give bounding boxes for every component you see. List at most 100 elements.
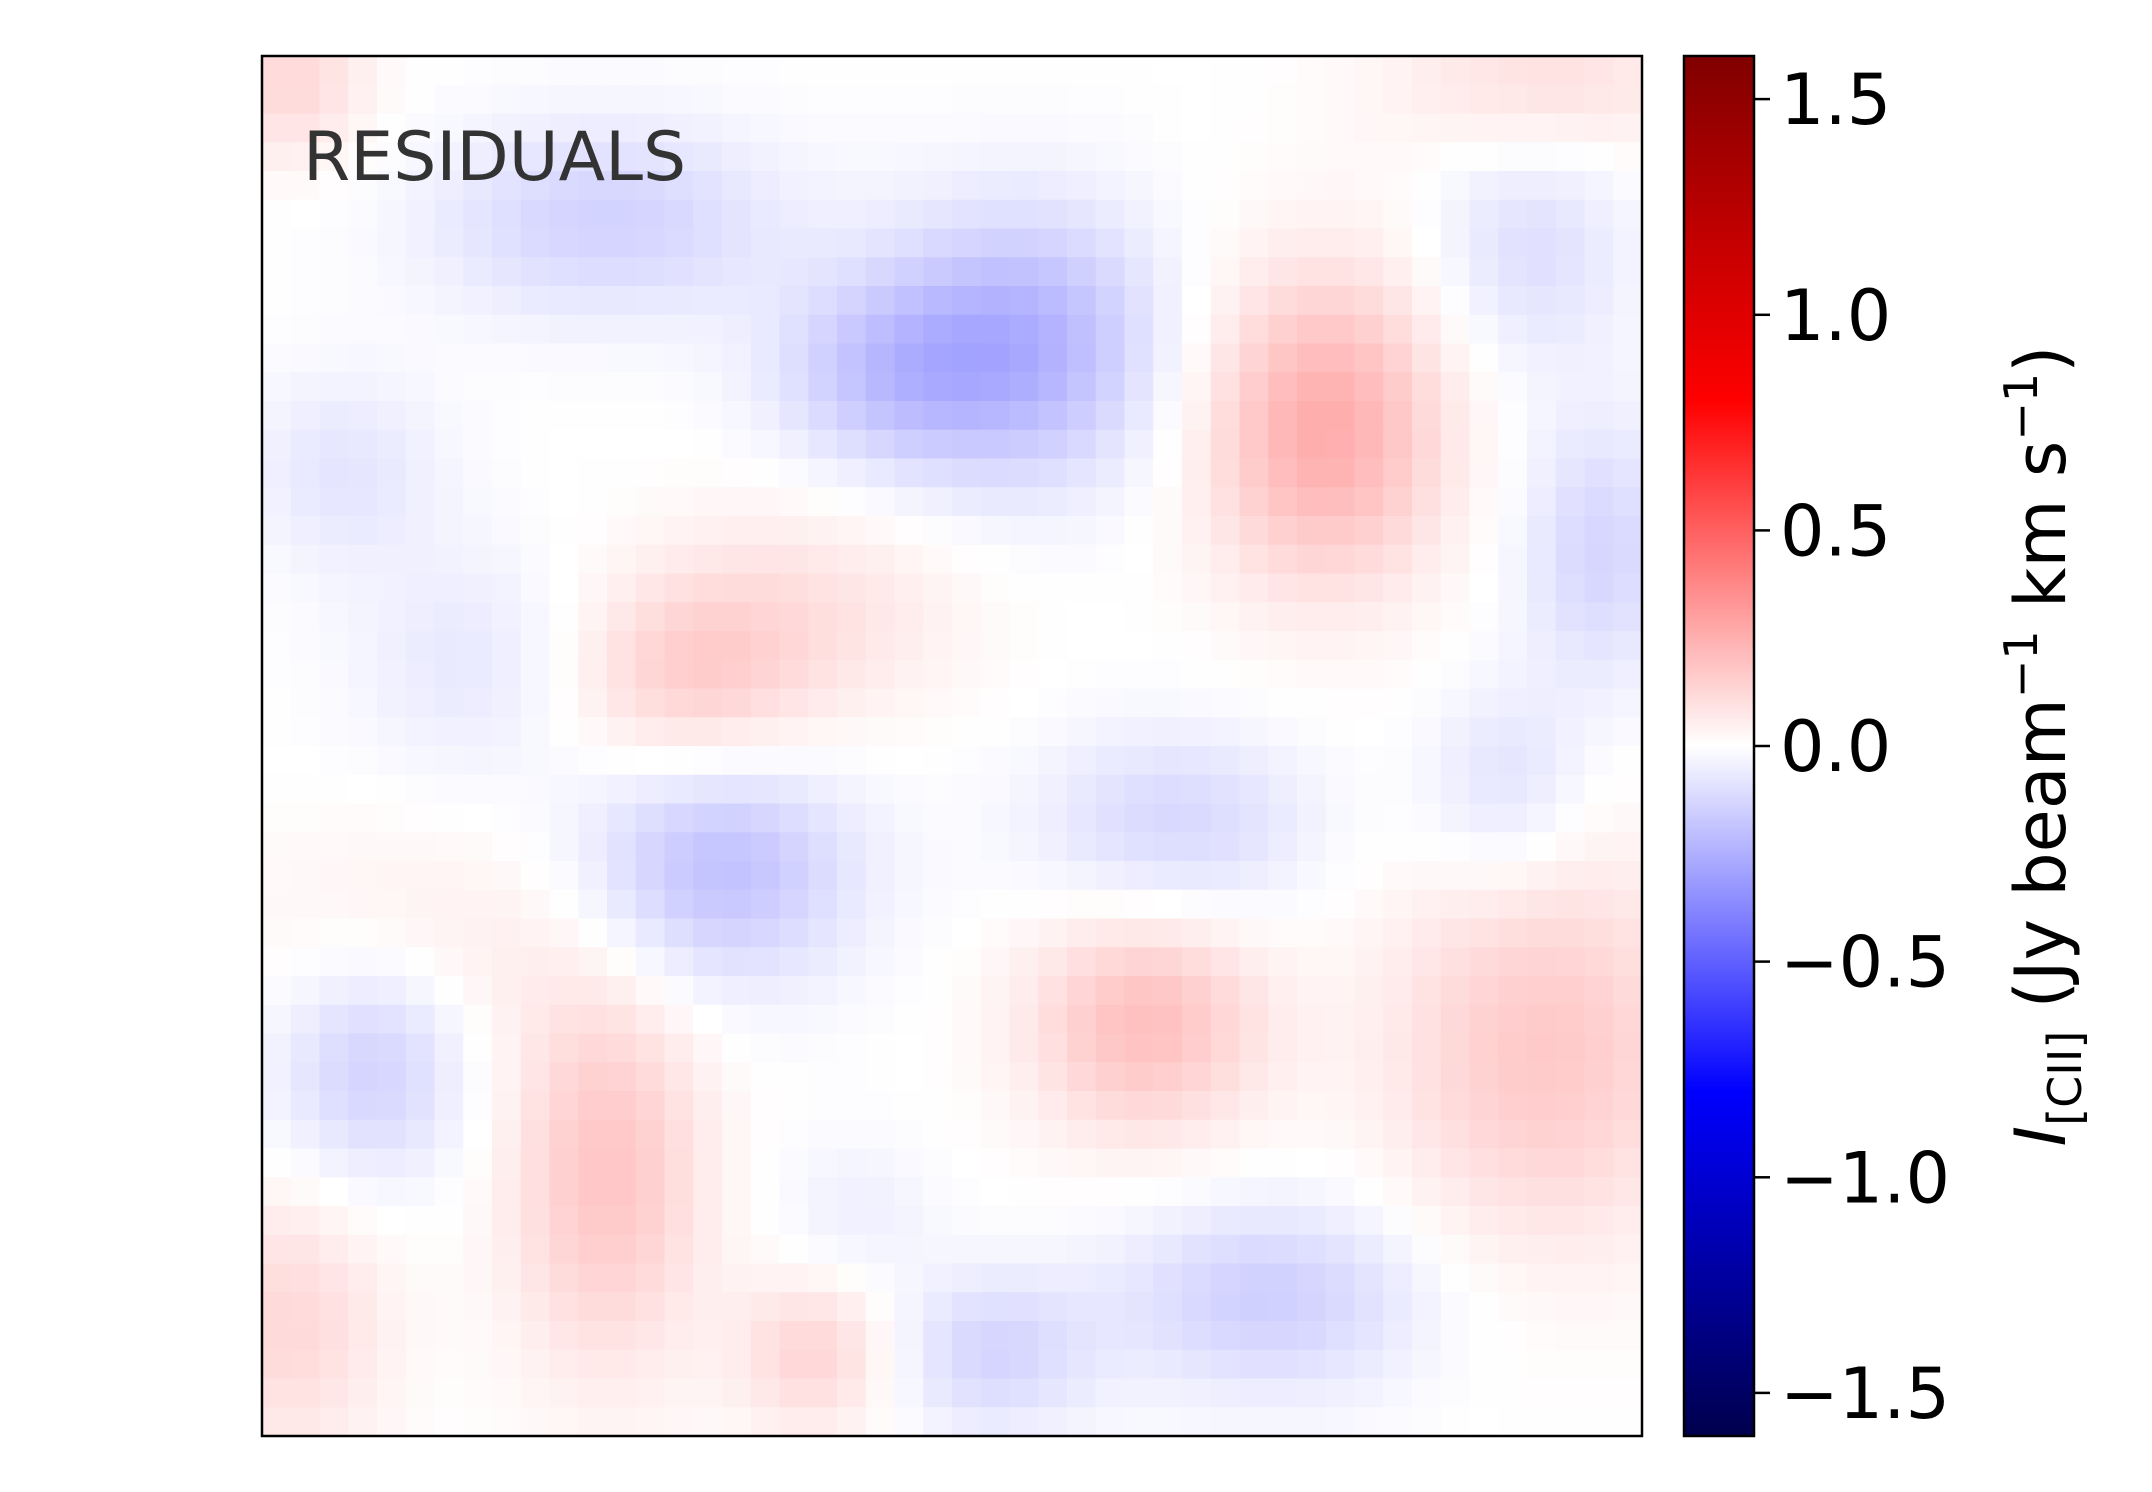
heatmap-cell xyxy=(377,199,407,230)
heatmap-cell xyxy=(578,487,608,517)
heatmap-cell xyxy=(664,1062,694,1092)
heatmap-cell xyxy=(578,803,608,833)
heatmap-cell xyxy=(1383,602,1413,632)
heatmap-cell xyxy=(1239,631,1269,661)
heatmap-cell xyxy=(607,688,637,718)
heatmap-cell xyxy=(980,113,1011,143)
heatmap-cell xyxy=(1038,889,1068,920)
heatmap-cell xyxy=(664,171,694,201)
heatmap-cell xyxy=(1182,171,1212,201)
heatmap-cell xyxy=(1009,199,1039,230)
heatmap-cell xyxy=(1440,171,1471,201)
heatmap-cell xyxy=(1009,1321,1039,1351)
heatmap-cell xyxy=(1527,889,1557,920)
heatmap-cell xyxy=(952,1148,982,1178)
heatmap-cell xyxy=(520,429,551,460)
heatmap-cell xyxy=(923,947,953,977)
heatmap-cell xyxy=(722,1033,752,1063)
heatmap-cell xyxy=(635,1004,666,1035)
heatmap-cell xyxy=(1182,1292,1212,1322)
heatmap-cell xyxy=(923,228,953,258)
heatmap-cell xyxy=(750,918,781,948)
heatmap-cell xyxy=(693,1378,723,1408)
heatmap-cell xyxy=(1124,401,1154,431)
heatmap-cell xyxy=(607,228,637,258)
heatmap-cell xyxy=(290,1148,321,1178)
heatmap-cell xyxy=(319,688,349,718)
heatmap-cell xyxy=(434,746,464,776)
heatmap-cell xyxy=(1498,487,1528,517)
heatmap-cell xyxy=(1555,918,1586,948)
heatmap-cell xyxy=(1239,113,1269,143)
heatmap-cell xyxy=(1498,659,1528,690)
heatmap-cell xyxy=(492,1004,522,1035)
heatmap-cell xyxy=(1095,199,1126,230)
heatmap-cell xyxy=(1325,947,1356,977)
heatmap-cell xyxy=(549,1177,579,1207)
heatmap-cell xyxy=(865,257,896,287)
heatmap-cell xyxy=(1153,487,1183,517)
heatmap-cell xyxy=(1469,1378,1499,1408)
heatmap-cell xyxy=(1527,113,1557,143)
heatmap-cell xyxy=(980,372,1011,402)
heatmap-cell xyxy=(1498,84,1528,115)
heatmap-cell xyxy=(1067,717,1097,747)
heatmap-cell xyxy=(750,1321,781,1351)
heatmap-cell xyxy=(319,544,349,575)
heatmap-cell xyxy=(290,1091,321,1121)
heatmap-cell xyxy=(1067,832,1097,862)
heatmap-cell xyxy=(1412,487,1442,517)
heatmap-cell xyxy=(319,56,349,86)
heatmap-cell xyxy=(1124,1033,1154,1063)
heatmap-cell xyxy=(607,1378,637,1408)
heatmap-cell xyxy=(405,1321,436,1351)
heatmap-cell xyxy=(1239,1062,1269,1092)
heatmap-cell xyxy=(693,401,723,431)
heatmap-cell xyxy=(520,631,551,661)
heatmap-cell xyxy=(262,1407,292,1437)
heatmap-cell xyxy=(1268,1206,1298,1236)
heatmap-cell xyxy=(492,889,522,920)
heatmap-cell xyxy=(808,1321,838,1351)
heatmap-cell xyxy=(750,573,781,603)
heatmap-cell xyxy=(952,1004,982,1035)
heatmap-cell xyxy=(1153,1407,1183,1437)
heatmap-cell xyxy=(837,171,867,201)
heatmap-cell xyxy=(377,1407,407,1437)
heatmap-cell xyxy=(808,1004,838,1035)
heatmap-cell xyxy=(1555,84,1586,115)
heatmap-cell xyxy=(923,889,953,920)
colorbar-label-exp1: −1 xyxy=(1994,630,2048,698)
heatmap-cell xyxy=(1095,142,1126,172)
heatmap-cell xyxy=(520,257,551,287)
heatmap-cell xyxy=(722,976,752,1006)
heatmap-cell xyxy=(405,889,436,920)
heatmap-cell xyxy=(808,631,838,661)
heatmap-cell xyxy=(1440,1263,1471,1293)
heatmap-cell xyxy=(1440,832,1471,862)
heatmap-cell xyxy=(290,429,321,460)
heatmap-cell xyxy=(1440,746,1471,776)
heatmap-cell xyxy=(1297,1033,1327,1063)
heatmap-cell xyxy=(578,688,608,718)
heatmap-cell xyxy=(1038,228,1068,258)
heatmap-cell xyxy=(980,1321,1011,1351)
heatmap-cell xyxy=(1239,1321,1269,1351)
heatmap-cell xyxy=(1383,142,1413,172)
heatmap-cell xyxy=(492,257,522,287)
heatmap-cell xyxy=(1038,1234,1068,1265)
heatmap-cell xyxy=(1182,746,1212,776)
heatmap-cell xyxy=(865,1033,896,1063)
heatmap-cell xyxy=(1584,1119,1614,1150)
heatmap-cell xyxy=(1555,1263,1586,1293)
heatmap-cell xyxy=(1584,602,1614,632)
heatmap-cell xyxy=(837,458,867,488)
heatmap-cell xyxy=(664,688,694,718)
heatmap-cell xyxy=(1153,142,1183,172)
heatmap-cell xyxy=(1354,1263,1384,1293)
heatmap-cell xyxy=(520,84,551,115)
heatmap-cell xyxy=(1038,746,1068,776)
heatmap-cell xyxy=(1095,1177,1126,1207)
heatmap-cell xyxy=(405,1004,436,1035)
heatmap-cell xyxy=(549,1349,579,1380)
